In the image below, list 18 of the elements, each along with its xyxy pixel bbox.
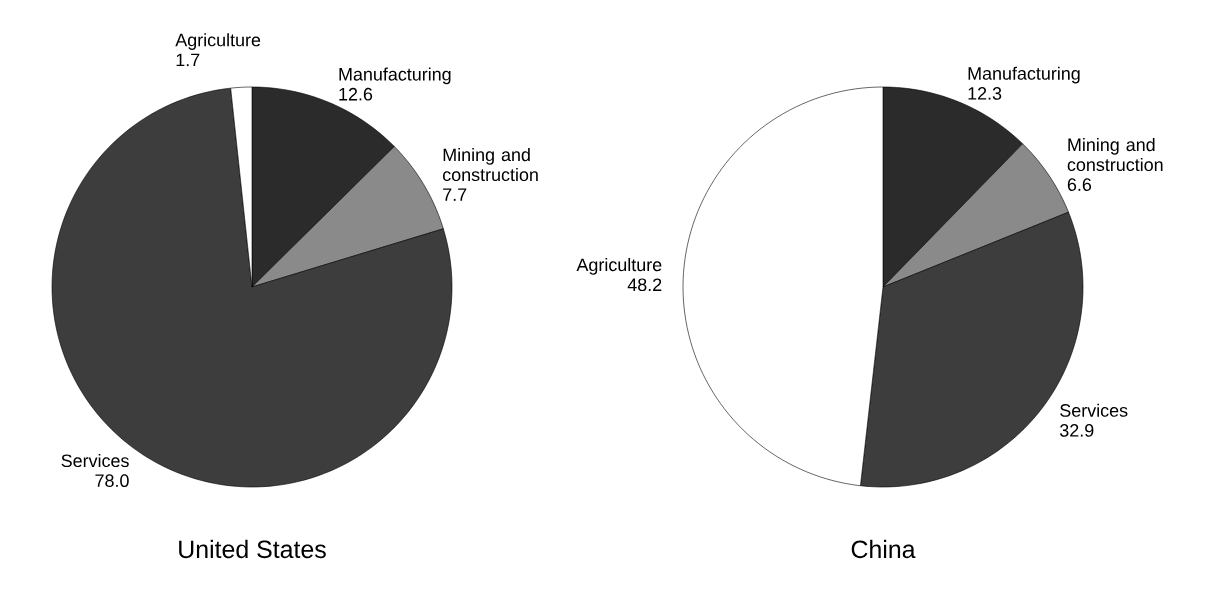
text: United States	[179, 539, 326, 559]
slice-label: Agriculture	[576, 258, 662, 275]
data-label: 78.0	[95, 474, 129, 488]
slice-label: Agriculture	[175, 33, 261, 50]
slice-label: Services	[61, 453, 129, 468]
data-label: 1.7	[176, 53, 200, 67]
slice-label: Services	[1060, 403, 1128, 417]
slice-label: Mining and construction	[442, 147, 538, 182]
data-label: 12.6	[339, 87, 373, 101]
data-label: 6.6	[1067, 178, 1092, 191]
text: China	[851, 539, 916, 559]
data-label: 7.7	[443, 188, 467, 201]
data-label: 12.3	[968, 87, 1002, 100]
slice-label: Manufacturing	[339, 67, 451, 85]
data-label: 48.2	[627, 278, 662, 292]
slice-label: Mining and construction	[1067, 137, 1163, 172]
slice-label: Manufacturing	[968, 66, 1080, 84]
data-label: 32.9	[1060, 424, 1094, 437]
